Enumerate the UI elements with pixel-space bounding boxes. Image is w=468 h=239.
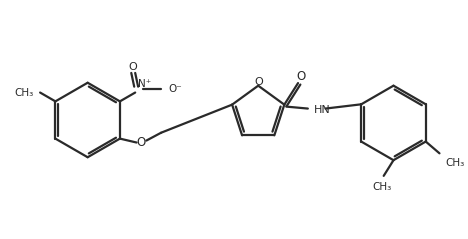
Text: CH₃: CH₃ [372, 182, 391, 192]
Text: CH₃: CH₃ [14, 87, 33, 98]
Text: O: O [137, 136, 146, 149]
Text: O: O [129, 62, 138, 72]
Text: CH₃: CH₃ [446, 158, 465, 168]
Text: O: O [296, 70, 306, 83]
Text: HN: HN [314, 104, 330, 114]
Text: O: O [255, 77, 263, 87]
Text: O⁻: O⁻ [168, 84, 182, 94]
Text: N⁺: N⁺ [138, 79, 151, 89]
